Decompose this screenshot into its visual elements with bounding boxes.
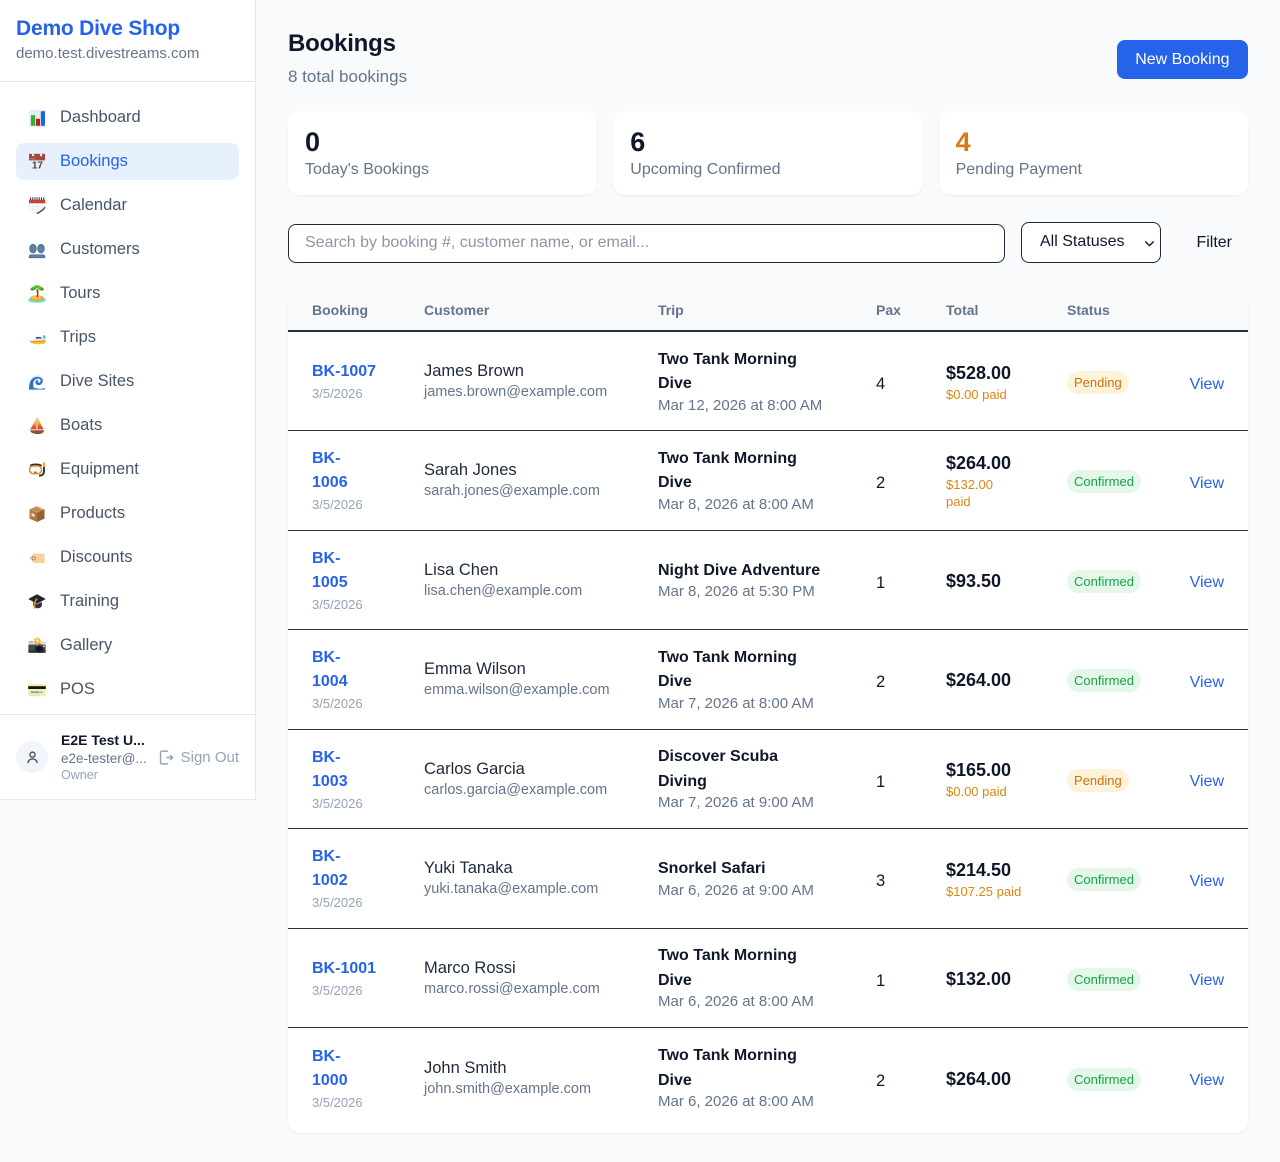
svg-text:17: 17 xyxy=(32,160,44,171)
